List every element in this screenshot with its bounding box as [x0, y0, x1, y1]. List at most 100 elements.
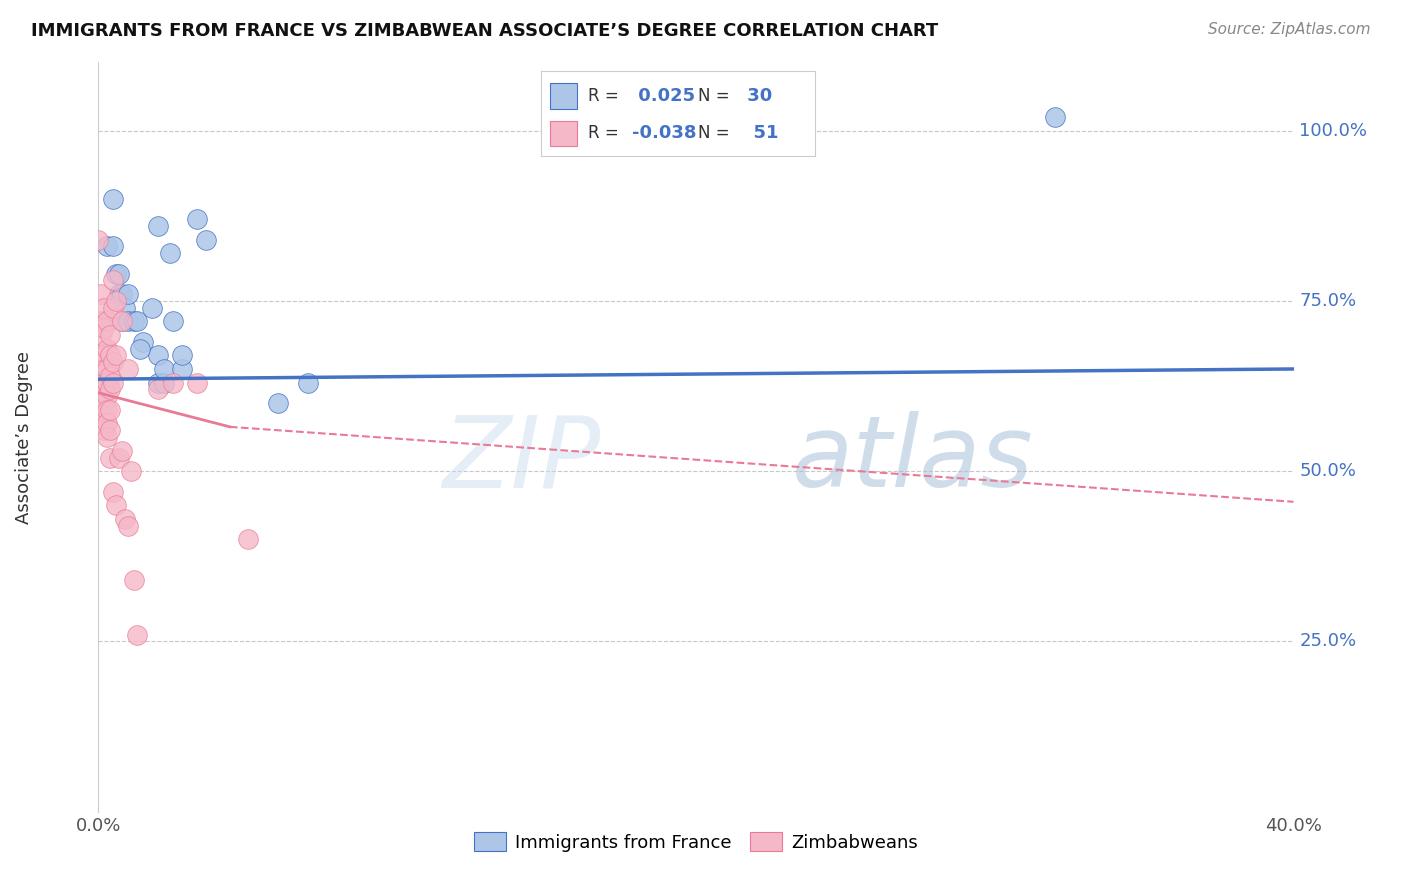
Point — [98, 327, 122, 342]
Text: 50.0%: 50.0% — [1299, 462, 1357, 480]
Point — [172, 362, 194, 376]
Point — [96, 402, 118, 417]
Text: R =: R = — [588, 87, 619, 105]
Point — [96, 362, 118, 376]
Point — [186, 212, 208, 227]
Point — [127, 314, 149, 328]
Point — [93, 321, 115, 335]
Point — [111, 287, 134, 301]
Text: 51: 51 — [741, 124, 779, 142]
Point — [90, 348, 112, 362]
Point — [153, 362, 176, 376]
Point — [108, 267, 131, 281]
Point — [105, 293, 128, 308]
Point — [103, 376, 125, 390]
Text: 25.0%: 25.0% — [1299, 632, 1357, 650]
Point — [96, 376, 118, 390]
Point — [105, 267, 128, 281]
Point — [93, 362, 115, 376]
Point — [153, 376, 176, 390]
Text: -0.038: -0.038 — [631, 124, 696, 142]
Point — [90, 287, 112, 301]
Point — [148, 383, 170, 397]
Point — [127, 627, 149, 641]
Point — [124, 573, 146, 587]
Point — [162, 314, 184, 328]
Point — [105, 348, 128, 362]
Point — [148, 219, 170, 233]
Point — [96, 417, 118, 431]
Point — [98, 450, 122, 465]
Point — [96, 239, 118, 253]
Point — [132, 334, 155, 349]
Point — [114, 512, 136, 526]
Point — [236, 533, 259, 547]
Point — [141, 301, 163, 315]
Text: 0.025: 0.025 — [631, 87, 695, 105]
Point — [93, 301, 115, 315]
Point — [105, 498, 128, 512]
Point — [93, 409, 115, 424]
Y-axis label: Associate’s Degree: Associate’s Degree — [14, 351, 32, 524]
Text: IMMIGRANTS FROM FRANCE VS ZIMBABWEAN ASSOCIATE’S DEGREE CORRELATION CHART: IMMIGRANTS FROM FRANCE VS ZIMBABWEAN ASS… — [31, 22, 938, 40]
Point — [111, 443, 134, 458]
Point — [117, 518, 139, 533]
Text: ZIP: ZIP — [441, 411, 600, 508]
Point — [98, 368, 122, 383]
Point — [297, 376, 319, 390]
Point — [96, 389, 118, 403]
Point — [108, 450, 131, 465]
Point — [93, 396, 115, 410]
Point — [98, 402, 122, 417]
Point — [90, 327, 112, 342]
Point — [103, 192, 125, 206]
Point — [129, 342, 152, 356]
Point — [195, 233, 218, 247]
Text: 75.0%: 75.0% — [1299, 292, 1357, 310]
Point — [162, 376, 184, 390]
Point — [111, 314, 134, 328]
Point — [114, 301, 136, 315]
Point — [96, 430, 118, 444]
Point — [117, 362, 139, 376]
Bar — [550, 120, 576, 146]
Point — [267, 396, 290, 410]
Point — [124, 314, 146, 328]
Text: Source: ZipAtlas.com: Source: ZipAtlas.com — [1208, 22, 1371, 37]
Point — [111, 314, 134, 328]
Point — [120, 464, 142, 478]
Point — [93, 383, 115, 397]
Point — [103, 273, 125, 287]
Point — [98, 423, 122, 437]
Point — [159, 246, 181, 260]
Point — [90, 314, 112, 328]
Point — [117, 314, 139, 328]
Text: 100.0%: 100.0% — [1299, 121, 1368, 139]
Text: R =: R = — [588, 124, 619, 142]
Point — [103, 484, 125, 499]
Point — [148, 348, 170, 362]
Text: N =: N = — [697, 87, 730, 105]
Point — [96, 342, 118, 356]
Point — [172, 348, 194, 362]
Text: 30: 30 — [741, 87, 773, 105]
Text: atlas: atlas — [792, 411, 1033, 508]
Point — [108, 287, 131, 301]
Point — [103, 301, 125, 315]
Point — [148, 376, 170, 390]
Point — [93, 423, 115, 437]
Point — [96, 314, 118, 328]
Text: N =: N = — [697, 124, 730, 142]
Point — [98, 348, 122, 362]
Point — [90, 314, 112, 328]
Legend: Immigrants from France, Zimbabweans: Immigrants from France, Zimbabweans — [467, 825, 925, 859]
Point — [1043, 110, 1066, 124]
Bar — [550, 83, 576, 109]
Point — [98, 383, 122, 397]
Point — [186, 376, 208, 390]
Point — [103, 355, 125, 369]
Point — [117, 287, 139, 301]
Point — [87, 233, 110, 247]
Point — [103, 239, 125, 253]
Point — [93, 376, 115, 390]
